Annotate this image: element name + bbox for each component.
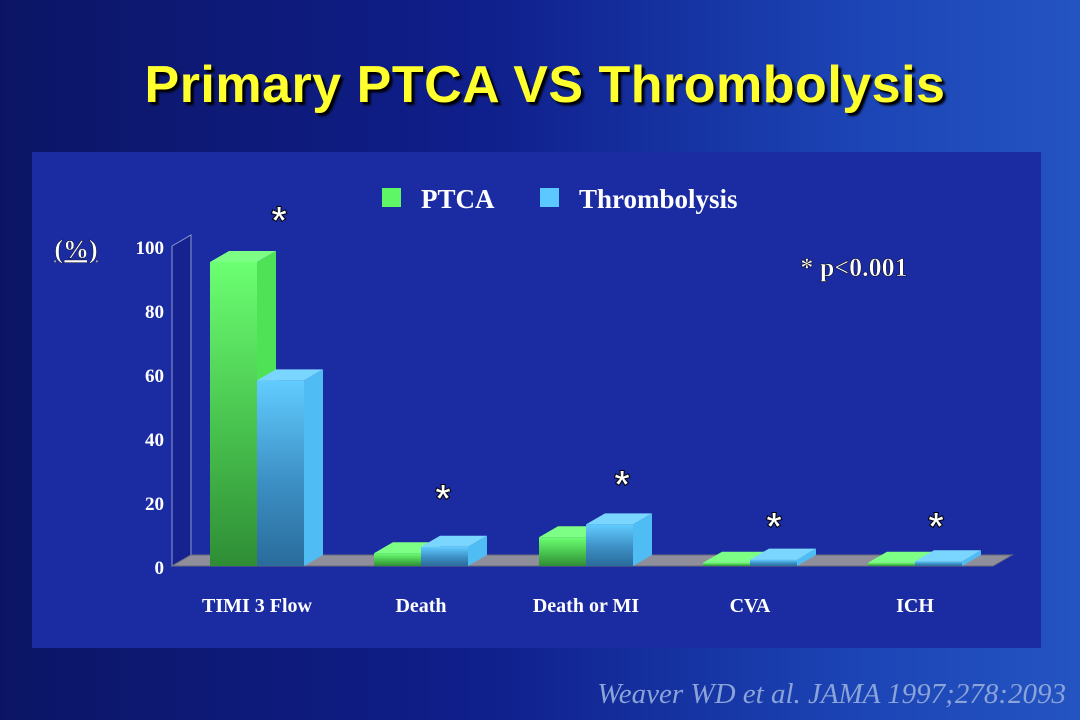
p-value-annotation: * p<0.001	[800, 253, 907, 282]
significance-marker: *	[614, 463, 630, 507]
x-tick-label: CVA	[730, 595, 771, 617]
y-tick-label: 20	[145, 494, 164, 515]
legend-swatch	[382, 188, 401, 207]
legend-label: PTCA	[421, 184, 495, 214]
legend-label: Thrombolysis	[579, 184, 738, 214]
bars	[210, 251, 981, 566]
bar-thrombolysis	[915, 561, 962, 566]
bar-top	[750, 548, 816, 560]
chart-panel: 0 20 40 60 80 100 (%) TIMI 3 Flow Death Death or …	[32, 152, 1041, 648]
bar-top	[210, 251, 276, 262]
y-tick-label: 60	[145, 366, 164, 387]
bar-side	[962, 550, 981, 566]
bar-thrombolysis	[750, 559, 797, 566]
bar-side	[304, 369, 323, 566]
y-tick-label: 40	[145, 430, 164, 451]
bar-thrombolysis	[586, 524, 633, 566]
x-tick-label: ICH	[896, 595, 934, 617]
significance-marker: *	[928, 505, 944, 549]
bar-ptca	[539, 537, 586, 566]
chart-wall	[171, 234, 192, 567]
significance-marker: *	[766, 505, 782, 549]
bar-top	[915, 550, 981, 562]
y-tick-label: 80	[145, 302, 164, 323]
bar-ptca	[210, 262, 257, 566]
significance-marker: *	[271, 199, 287, 243]
bar-top	[586, 513, 652, 525]
bar-chart: 0 20 40 60 80 100 (%) TIMI 3 Flow Death Death or …	[54, 184, 1014, 617]
x-tick-label: TIMI 3 Flow	[202, 595, 313, 617]
y-axis-label: (%)	[54, 235, 97, 264]
slide-title: Primary PTCA VS Thrombolysis	[144, 56, 946, 114]
labels: 0 20 40 60 80 100 (%) TIMI 3 Flow Death Death or …	[54, 184, 945, 617]
x-tick-label: Death	[395, 595, 446, 617]
bar-side	[468, 535, 487, 566]
significance-marker: *	[435, 477, 451, 521]
x-tick-label: Death or MI	[533, 595, 639, 617]
y-tick-label: 0	[155, 558, 165, 579]
legend-swatch	[540, 188, 559, 207]
citation: Weaver WD et al. JAMA 1997;278:2093	[597, 678, 1066, 710]
bar-thrombolysis	[421, 546, 468, 566]
bar-top	[257, 369, 323, 381]
bar-side	[797, 548, 816, 566]
bar-ptca	[374, 553, 421, 566]
bar-top	[421, 535, 487, 547]
bar-thrombolysis	[257, 380, 304, 566]
bar-ptca	[703, 562, 750, 566]
bar-side	[633, 513, 652, 566]
y-tick-label: 100	[136, 238, 165, 259]
bar-ptca	[868, 562, 915, 566]
